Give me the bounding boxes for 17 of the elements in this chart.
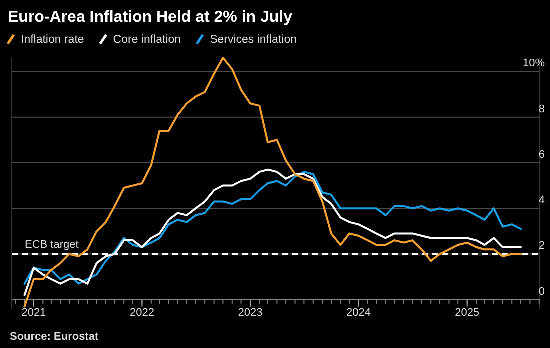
x-tick-label: 2022: [130, 306, 154, 319]
x-tick-label: 2024: [346, 306, 371, 319]
x-tick-label: 2021: [22, 306, 46, 319]
y-tick-label: 6: [538, 148, 545, 161]
source-note: Source: Eurostat: [10, 331, 99, 343]
x-tick-label: 2025: [455, 306, 480, 319]
y-tick-label: 2: [538, 240, 545, 252]
y-tick-label: 8: [538, 103, 545, 116]
x-tick-label: 2023: [238, 306, 263, 319]
legend-label: Core inflation: [113, 34, 182, 46]
legend-label: Inflation rate: [21, 34, 84, 46]
legend-label: Services inflation: [210, 34, 297, 46]
ref-line-label: ECB target: [25, 239, 79, 252]
y-tick-label: 0: [538, 286, 545, 298]
chart-title: Euro-Area Inflation Held at 2% in July: [8, 9, 293, 26]
y-tick-label: 4: [538, 194, 545, 207]
y-tick-label: 10%: [522, 58, 546, 70]
